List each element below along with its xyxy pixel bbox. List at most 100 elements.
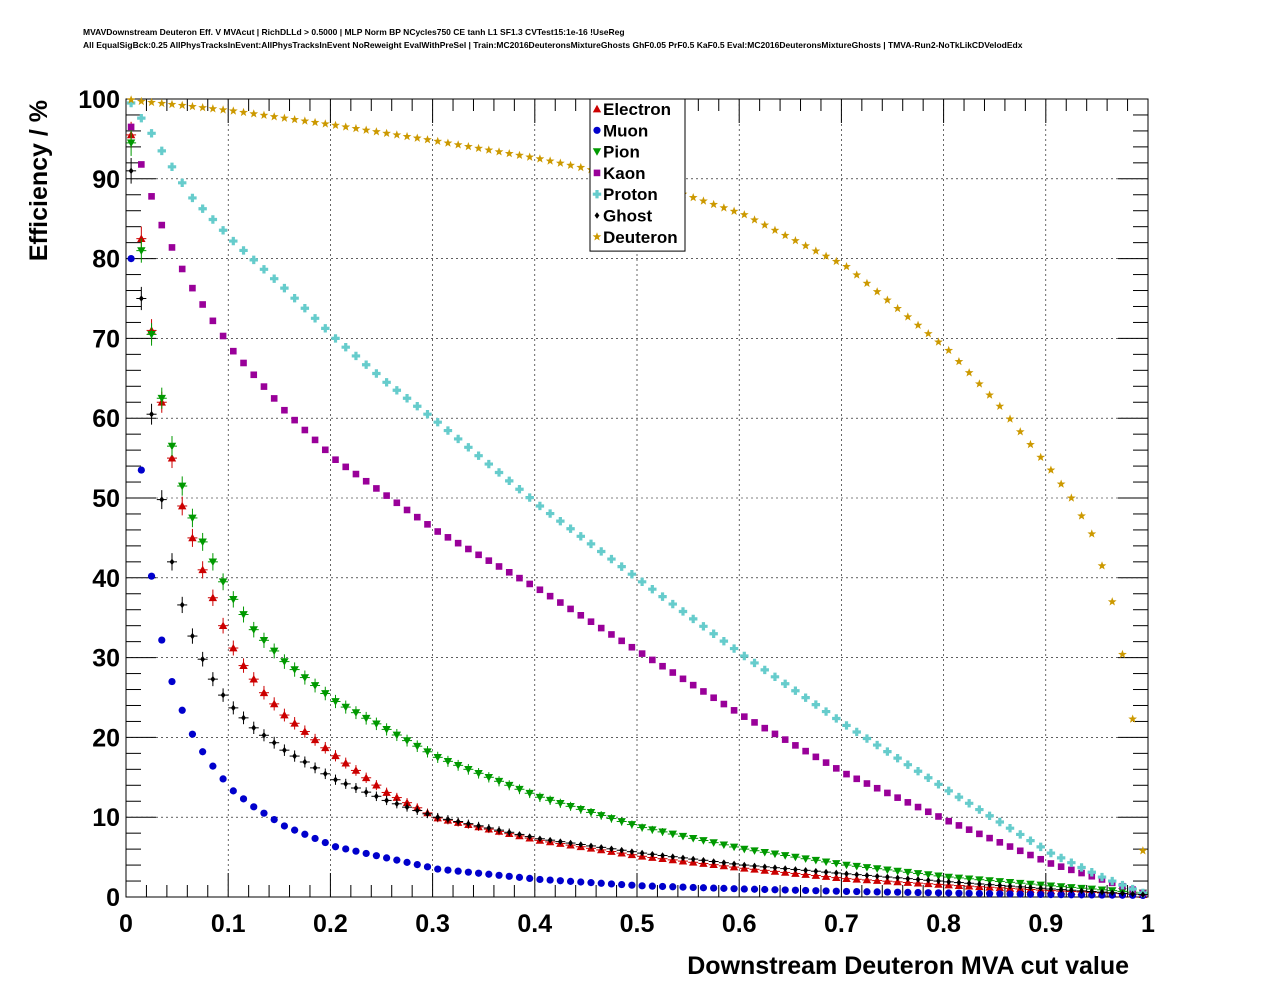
data-point bbox=[679, 675, 687, 683]
data-point bbox=[619, 846, 625, 854]
data-point bbox=[218, 105, 228, 114]
data-point bbox=[995, 817, 1005, 827]
data-point bbox=[361, 714, 371, 723]
data-point bbox=[515, 873, 524, 881]
data-point bbox=[637, 577, 647, 586]
data-point bbox=[137, 113, 146, 123]
data-point bbox=[1099, 888, 1105, 896]
data-point bbox=[760, 220, 770, 229]
data-point bbox=[862, 734, 872, 743]
data-point bbox=[341, 758, 350, 767]
data-point bbox=[568, 839, 573, 847]
data-point bbox=[413, 513, 421, 521]
data-point bbox=[342, 845, 350, 853]
data-point bbox=[770, 225, 780, 234]
data-point bbox=[586, 539, 596, 549]
data-point bbox=[1128, 714, 1138, 723]
data-point bbox=[586, 809, 596, 817]
data-point bbox=[934, 872, 943, 881]
data-point bbox=[1057, 891, 1065, 899]
data-point bbox=[545, 156, 555, 165]
data-point bbox=[229, 595, 238, 604]
data-point bbox=[321, 446, 329, 454]
data-point bbox=[832, 765, 840, 772]
data-point bbox=[709, 629, 718, 638]
data-point bbox=[811, 246, 821, 255]
data-point bbox=[167, 99, 177, 109]
data-point bbox=[813, 867, 819, 875]
data-point bbox=[331, 843, 340, 851]
data-point bbox=[147, 129, 156, 138]
data-point bbox=[658, 592, 667, 601]
data-point bbox=[945, 817, 953, 825]
data-point bbox=[362, 477, 370, 485]
data-point bbox=[770, 850, 780, 859]
data-point bbox=[1037, 890, 1045, 899]
data-point bbox=[127, 255, 135, 263]
data-point bbox=[893, 877, 902, 886]
data-point bbox=[690, 855, 696, 863]
data-point bbox=[709, 199, 719, 209]
data-point bbox=[229, 787, 237, 795]
data-point bbox=[443, 138, 453, 147]
data-point bbox=[179, 601, 185, 609]
data-point bbox=[975, 876, 984, 884]
data-point bbox=[719, 841, 729, 850]
data-point bbox=[362, 849, 370, 858]
legend-label-electron: Electron bbox=[603, 100, 671, 119]
x-tick-label: 1 bbox=[1141, 910, 1155, 938]
data-point bbox=[844, 870, 849, 878]
data-point bbox=[709, 839, 718, 847]
series-muon bbox=[127, 255, 1147, 900]
data-point bbox=[300, 116, 310, 125]
y-tick-label: 20 bbox=[92, 724, 120, 752]
data-point bbox=[649, 851, 655, 858]
data-point bbox=[515, 785, 524, 794]
data-point bbox=[394, 800, 400, 808]
grid bbox=[126, 99, 1148, 897]
legend-marker-pion bbox=[592, 148, 602, 156]
data-point bbox=[393, 499, 401, 507]
data-point bbox=[668, 830, 677, 839]
data-point bbox=[985, 811, 994, 820]
data-point bbox=[464, 868, 472, 876]
data-point bbox=[261, 731, 267, 739]
data-point bbox=[1107, 597, 1117, 606]
data-point bbox=[332, 456, 339, 463]
data-point bbox=[1140, 891, 1146, 898]
data-point bbox=[831, 256, 841, 266]
data-point bbox=[167, 453, 177, 462]
data-point bbox=[453, 140, 463, 149]
data-point bbox=[884, 873, 890, 881]
data-point bbox=[188, 533, 197, 542]
data-point bbox=[659, 662, 666, 670]
data-point bbox=[852, 727, 861, 737]
data-point bbox=[699, 884, 708, 892]
x-tick-label: 0.5 bbox=[620, 910, 655, 938]
data-point bbox=[822, 887, 830, 895]
data-point bbox=[801, 241, 810, 250]
data-point bbox=[137, 466, 145, 474]
data-point bbox=[618, 637, 625, 645]
data-point bbox=[546, 592, 554, 600]
data-point bbox=[453, 434, 463, 444]
data-point bbox=[915, 876, 921, 883]
data-point bbox=[321, 690, 330, 698]
data-point bbox=[842, 874, 851, 883]
data-point bbox=[300, 304, 310, 313]
data-point bbox=[862, 875, 872, 884]
data-point bbox=[1088, 891, 1096, 899]
data-point bbox=[505, 568, 513, 576]
data-point bbox=[823, 868, 829, 876]
data-point bbox=[311, 436, 319, 444]
data-point bbox=[331, 120, 340, 130]
data-point bbox=[669, 883, 677, 891]
data-point bbox=[668, 599, 677, 609]
data-point bbox=[280, 822, 289, 830]
data-point bbox=[424, 521, 431, 528]
data-point bbox=[147, 97, 156, 107]
data-point bbox=[291, 826, 299, 834]
data-point bbox=[597, 547, 606, 556]
data-point bbox=[730, 885, 738, 893]
data-point bbox=[311, 834, 319, 843]
